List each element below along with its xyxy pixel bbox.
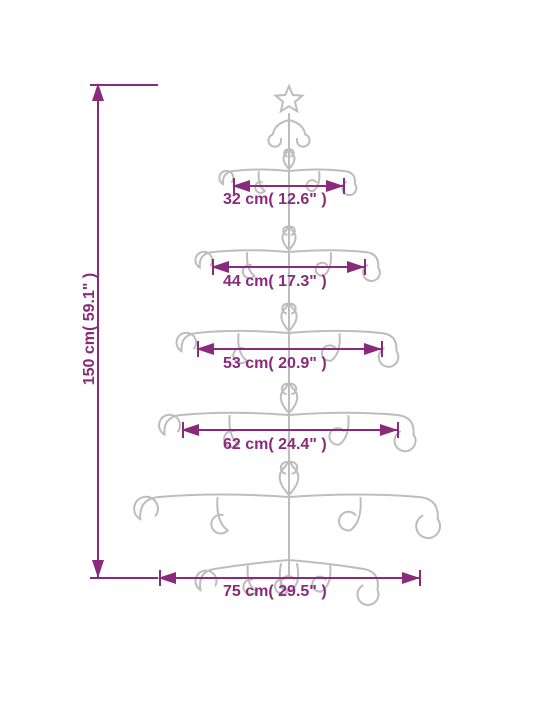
dimension-lines-group (90, 85, 420, 586)
tier1-dimension-label: 32 cm( 12.6" ) (223, 191, 327, 209)
base-dimension-label: 75 cm( 29.5" ) (223, 583, 327, 601)
tree-illustration (134, 86, 440, 605)
height-dimension-label: 150 cm( 59.1" ) (81, 249, 99, 409)
tier4-dimension-label: 62 cm( 24.4" ) (223, 436, 327, 454)
tier3-dimension-label: 53 cm( 20.9" ) (223, 355, 327, 373)
diagram-canvas: 150 cm( 59.1" ) 32 cm( 12.6" ) 44 cm( 17… (0, 0, 540, 720)
tier2-dimension-label: 44 cm( 17.3" ) (223, 273, 327, 291)
